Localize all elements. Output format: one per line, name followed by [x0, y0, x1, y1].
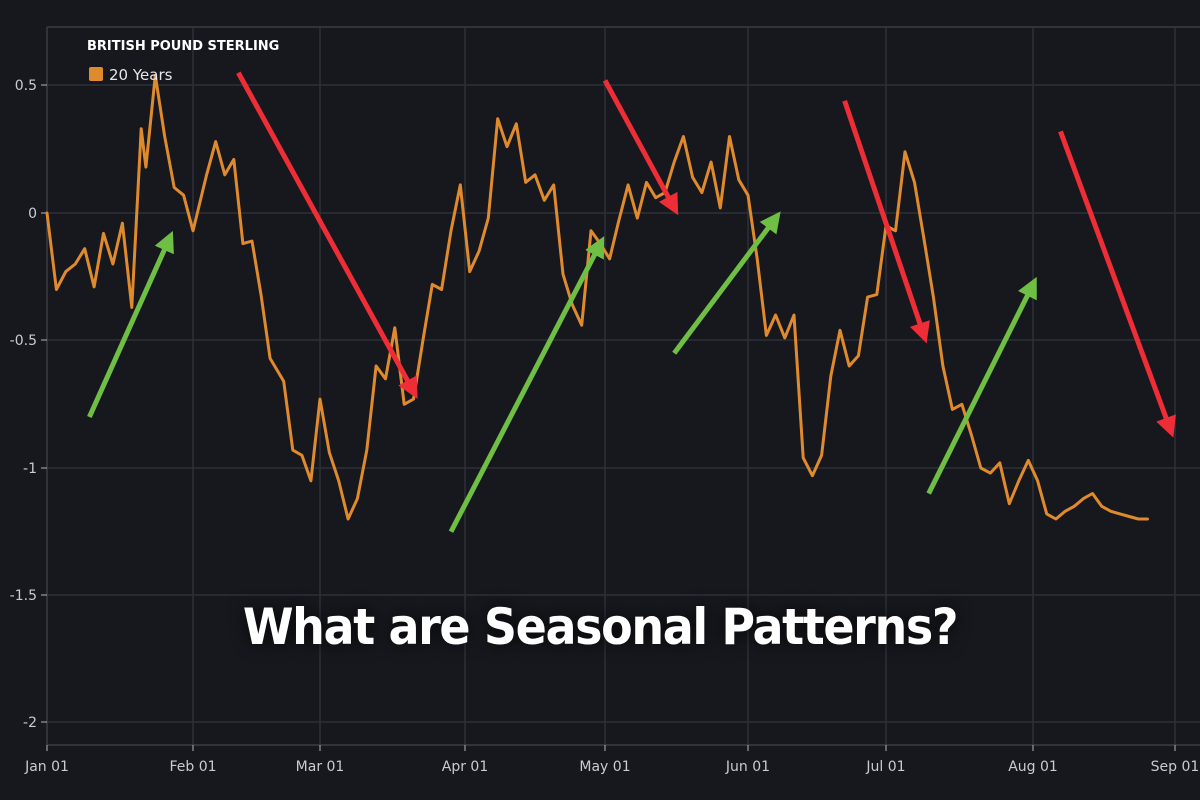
y-label: -2 — [23, 715, 37, 731]
x-gridlines — [192, 27, 1176, 745]
down-trend-arrow-icon — [842, 99, 930, 344]
legend: BRITISH POUND STERLING 20 Years — [87, 39, 279, 84]
up-trend-arrow-icon — [448, 236, 605, 533]
y-axis-labels: 0.5 0 -0.5 -1 -1.5 -2 — [10, 78, 37, 731]
y-label: -1 — [23, 461, 37, 477]
down-trend-arrow-icon — [1058, 130, 1176, 438]
up-trend-arrow-icon — [672, 211, 781, 355]
x-ticks — [46, 745, 1176, 751]
x-label: Mar 01 — [296, 759, 345, 775]
x-label: Feb 01 — [169, 759, 216, 775]
gbp-20-years-line — [45, 73, 1149, 521]
x-label: Jan 01 — [24, 759, 69, 775]
up-trend-arrow-icon — [926, 276, 1037, 495]
legend-title: BRITISH POUND STERLING — [87, 39, 279, 54]
y-label: 0 — [28, 206, 37, 222]
legend-swatch-icon — [89, 67, 103, 81]
y-ticks — [41, 84, 47, 723]
plot-frame — [46, 26, 1200, 746]
y-label: 0.5 — [15, 78, 37, 94]
legend-item-label[interactable]: 20 Years — [109, 66, 173, 84]
y-label: -1.5 — [10, 588, 37, 604]
y-label: -0.5 — [10, 333, 37, 349]
x-label: May 01 — [579, 759, 630, 775]
x-label: Apr 01 — [442, 759, 488, 775]
x-label: Jul 01 — [865, 759, 905, 775]
down-trend-arrow-icon — [236, 71, 418, 399]
x-axis-labels: Jan 01 Feb 01 Mar 01 Apr 01 May 01 Jun 0… — [24, 759, 1199, 775]
trend-arrows — [87, 71, 1176, 533]
down-trend-arrow-icon — [602, 79, 679, 216]
x-label: Sep 01 — [1151, 759, 1200, 775]
x-label: Aug 01 — [1008, 759, 1058, 775]
up-trend-arrow-icon — [87, 230, 174, 419]
caption-title: What are Seasonal Patterns? — [242, 598, 959, 656]
x-label: Jun 01 — [725, 759, 770, 775]
